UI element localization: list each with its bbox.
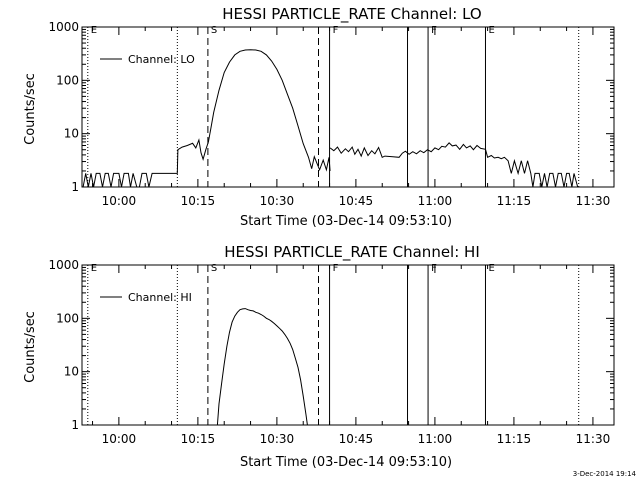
chart-title: HESSI PARTICLE_RATE Channel: LO <box>222 5 481 24</box>
series-line <box>329 142 579 188</box>
x-tick-label: 10:00 <box>102 432 137 446</box>
y-tick-label: 100 <box>56 311 79 325</box>
chart-panel-hi: HESSI PARTICLE_RATE Channel: HI Counts/s… <box>23 243 615 470</box>
event-marker-label: E <box>91 263 97 274</box>
y-tick-label: 1 <box>71 418 79 432</box>
x-tick-label: 10:45 <box>339 432 374 446</box>
event-marker-label: S <box>211 263 217 274</box>
legend-label: Channel: LO <box>128 53 195 66</box>
plot-timestamp: 3-Dec-2014 19:14 <box>573 470 637 478</box>
event-marker-label: F <box>333 25 339 36</box>
plot-area: 1 10 100 1000 10:00 10:15 10:30 10:45 11:00 11:15… <box>48 258 615 446</box>
event-marker-label: E <box>488 263 494 274</box>
event-marker-label: F <box>431 25 437 36</box>
y-tick-label: 1000 <box>48 258 79 272</box>
series-line <box>82 49 331 188</box>
event-marker-label: E <box>91 25 97 36</box>
legend-label: Channel: HI <box>128 291 192 304</box>
y-axis-label: Counts/sec <box>23 73 38 145</box>
x-tick-label: 10:30 <box>260 194 295 208</box>
chart-panel-lo: HESSI PARTICLE_RATE Channel: LO Counts/s… <box>23 5 615 229</box>
y-tick-label: 10 <box>64 127 79 141</box>
plot-frame <box>81 264 615 426</box>
y-tick-label: 10 <box>64 365 79 379</box>
plot-area: 1 10 100 1000 10:00 10:15 10:30 10:45 11:00 11:15… <box>48 20 615 208</box>
x-tick-label: 10:15 <box>181 432 216 446</box>
x-tick-label: 10:15 <box>181 194 216 208</box>
y-axis-label: Counts/sec <box>23 311 38 383</box>
x-axis-label: Start Time (03-Dec-14 09:53:10) <box>240 455 452 470</box>
x-tick-label: 10:00 <box>102 194 137 208</box>
chart-title: HESSI PARTICLE_RATE Channel: HI <box>224 243 480 262</box>
series-line <box>216 308 308 426</box>
plot-frame <box>81 26 615 188</box>
y-tick-label: 100 <box>56 73 79 87</box>
event-marker-label: F <box>431 263 437 274</box>
x-tick-label: 11:15 <box>497 194 532 208</box>
x-tick-label: 11:30 <box>576 194 611 208</box>
y-tick-label: 1 <box>71 180 79 194</box>
x-tick-label: 11:00 <box>418 432 453 446</box>
x-tick-label: 10:45 <box>339 194 374 208</box>
event-marker-label: F <box>333 263 339 274</box>
event-marker-label: E <box>488 25 494 36</box>
x-tick-label: 11:30 <box>576 432 611 446</box>
x-tick-label: 11:15 <box>497 432 532 446</box>
x-tick-label: 11:00 <box>418 194 453 208</box>
event-marker-label: S <box>211 25 217 36</box>
x-axis-label: Start Time (03-Dec-14 09:53:10) <box>240 214 452 229</box>
y-tick-label: 1000 <box>48 20 79 34</box>
x-tick-label: 10:30 <box>260 432 295 446</box>
